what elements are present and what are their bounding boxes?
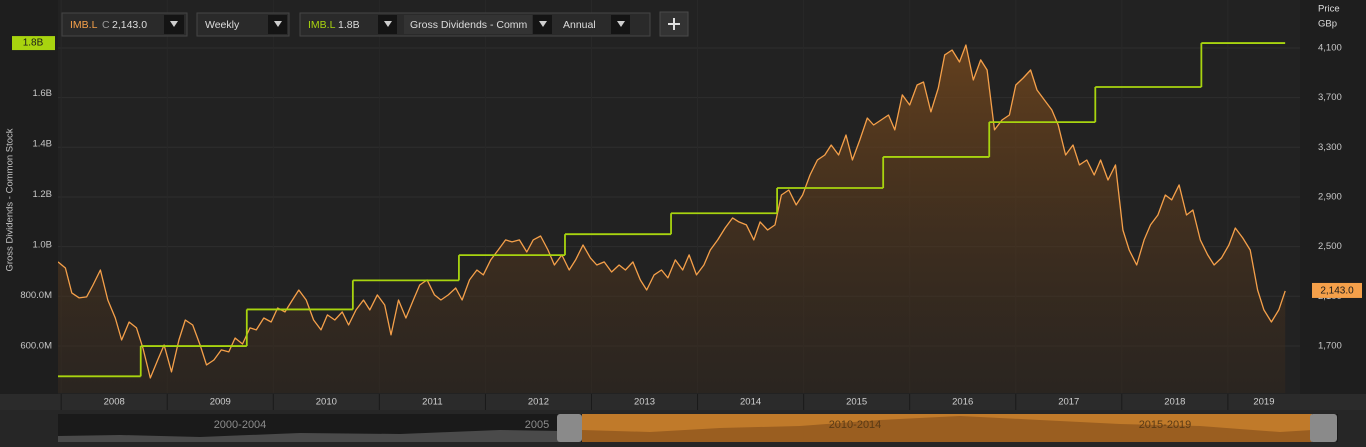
y-tick-label: 1.2B	[32, 189, 52, 200]
x-tick-label: 2008	[104, 397, 125, 408]
y2-axis-unit: GBp	[1318, 19, 1337, 30]
frequency: Annual	[563, 19, 596, 31]
y-tick-label: 1.6B	[32, 88, 52, 99]
last-value-label: 1.8B	[23, 38, 44, 49]
series-symbol: IMB.L	[308, 19, 336, 31]
x-tick-label: 2010	[316, 397, 337, 408]
navigator-handle-left[interactable]	[557, 414, 582, 442]
x-tick-label: 2012	[528, 397, 549, 408]
navigator-silhouette	[58, 430, 560, 442]
dropdown-arrow	[170, 21, 178, 27]
series-last-value: 2,143.0	[112, 19, 147, 31]
y2-tick-label: 2,500	[1318, 241, 1342, 252]
price-line	[58, 44, 1286, 379]
x-tick-label: 2013	[634, 397, 655, 408]
navigator-selection-silhouette	[582, 416, 1312, 442]
price-area	[58, 45, 1286, 393]
y-tick-label: 800.0M	[20, 290, 52, 301]
x-tick-label: 2018	[1164, 397, 1185, 408]
frequency: Weekly	[205, 19, 240, 31]
y-tick-label: 600.0M	[20, 341, 52, 352]
frequency-selector[interactable]	[196, 12, 290, 37]
dropdown-arrow	[384, 21, 392, 27]
y-axis-title: Gross Dividends - Common Stock	[5, 128, 16, 271]
x-axis-strip	[0, 394, 1366, 410]
dropdown-arrow	[617, 21, 625, 27]
last-value-badge	[12, 36, 55, 51]
series-symbol: IMB.L	[70, 19, 98, 31]
navigator-label: 2015-2019	[1139, 419, 1192, 431]
series-field: C	[102, 19, 110, 31]
y2-axis-title: Price	[1318, 4, 1340, 15]
x-tick-label: 2011	[422, 397, 442, 408]
y2-tick-label: 4,100	[1318, 43, 1342, 54]
navigator-label: 2010-2014	[829, 419, 882, 431]
y2-tick-label: 3,300	[1318, 142, 1342, 153]
series-last-value: 1.8B	[338, 19, 360, 31]
mark-layer	[58, 42, 1286, 393]
x-tick-label: 2009	[210, 397, 231, 408]
last-value-label: 2,143.0	[1320, 286, 1354, 297]
series-selector[interactable]	[61, 12, 188, 37]
navigator-label: 2000-2004	[214, 419, 267, 431]
toolbar: IMB.L C 2,143.0 Weekly IMB.L 1.8B Gross …	[61, 11, 689, 37]
navigator-handle-right[interactable]	[1310, 414, 1337, 442]
field-selector[interactable]	[404, 15, 532, 34]
last-value-badge	[1312, 282, 1362, 298]
y2-tick-label: 3,700	[1318, 92, 1342, 103]
y2-tick-label: 1,700	[1318, 340, 1342, 351]
dropdown-arrow	[539, 21, 547, 27]
y-tick-label: 1.4B	[32, 139, 52, 150]
dropdown-arrow	[274, 21, 282, 27]
x-tick-label: 2015	[846, 397, 867, 408]
add-icon	[668, 18, 680, 30]
x-tick-label: 2014	[740, 397, 761, 408]
field-clip: Gross Dividends - Comm	[410, 19, 528, 31]
navigator-label: 2005	[525, 419, 549, 431]
x-tick-label: 2019	[1253, 397, 1274, 408]
x-tick-label: 2017	[1058, 397, 1079, 408]
series-field: Gross Dividends - Comm	[410, 19, 528, 31]
y2-tick-label: 2,900	[1318, 191, 1342, 202]
y-tick-label: 1.0B	[32, 240, 52, 251]
x-tick-label: 2016	[952, 397, 973, 408]
